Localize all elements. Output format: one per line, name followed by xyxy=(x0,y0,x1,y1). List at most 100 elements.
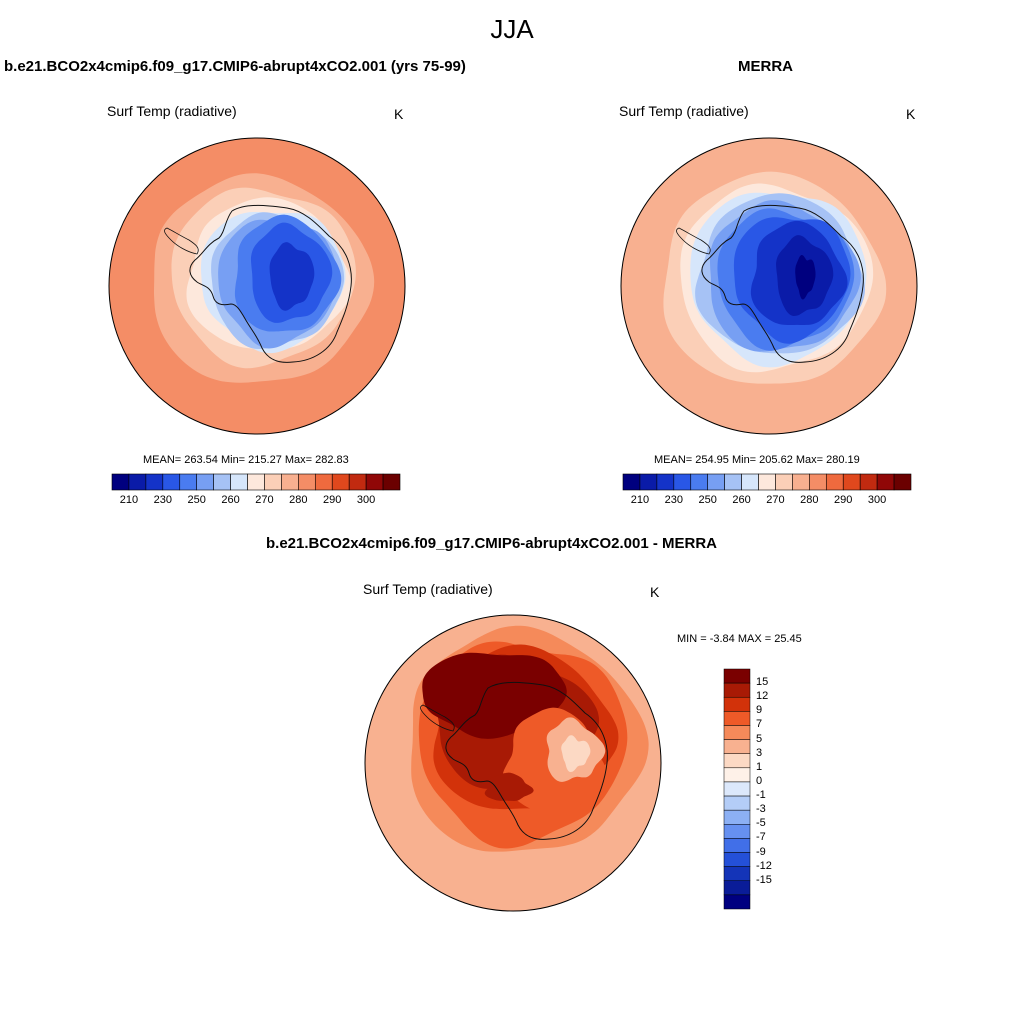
colorbar-swatch xyxy=(723,725,751,740)
colorbar-tick-label: -3 xyxy=(756,803,766,816)
colorbar-tick-label: 260 xyxy=(221,494,240,506)
colorbar-tick-label: 290 xyxy=(834,494,853,506)
colorbar-swatch xyxy=(792,473,810,491)
panel-3-map xyxy=(364,614,662,912)
colorbar-swatch xyxy=(723,753,751,769)
colorbar-tick-label: 230 xyxy=(664,494,683,506)
panel-3-units-label: K xyxy=(650,584,660,600)
colorbar-tick-label: 9 xyxy=(756,704,763,717)
colorbar-swatch xyxy=(723,824,751,839)
map-boundary xyxy=(108,137,406,435)
colorbar-swatch xyxy=(723,894,751,910)
colorbar-tick-label: 280 xyxy=(289,494,308,506)
colorbar-swatch xyxy=(723,767,751,783)
panel-1-map xyxy=(108,137,406,435)
colorbar-swatch xyxy=(876,473,895,491)
colorbar-tick-label: 270 xyxy=(255,494,274,506)
colorbar-swatch xyxy=(842,473,861,491)
panel-3-title: b.e21.BCO2x4cmip6.f09_g17.CMIP6-abrupt4x… xyxy=(266,535,717,552)
panel-3-variable-label: Surf Temp (radiative) xyxy=(363,581,493,597)
contour-fill xyxy=(795,255,816,300)
colorbar-swatch xyxy=(893,473,912,491)
colorbar-swatch xyxy=(723,809,751,825)
panel-3-colorbar xyxy=(723,668,751,910)
colorbar-swatch xyxy=(314,473,333,491)
colorbar-tick-label: -9 xyxy=(756,845,766,858)
colorbar-swatch xyxy=(673,473,692,491)
colorbar-swatch xyxy=(723,668,751,684)
coastline xyxy=(189,204,352,363)
coastline xyxy=(445,681,608,840)
colorbar-swatch xyxy=(723,795,751,811)
colorbar-swatch xyxy=(707,473,725,491)
colorbar-swatch xyxy=(723,852,751,867)
colorbar-swatch xyxy=(213,473,231,491)
colorbar-tick-label: 290 xyxy=(323,494,342,506)
colorbar-tick-label: -1 xyxy=(756,789,766,802)
colorbar-swatch xyxy=(348,473,367,491)
colorbar-swatch xyxy=(365,473,384,491)
colorbar-swatch xyxy=(741,473,759,491)
colorbar-swatch xyxy=(111,473,130,491)
contour-fill xyxy=(484,772,534,801)
panel-2-map xyxy=(620,137,918,435)
colorbar-tick-label: 250 xyxy=(187,494,206,506)
colorbar-swatch xyxy=(809,473,827,491)
coastline-peninsula xyxy=(676,227,711,255)
panel-2-units-label: K xyxy=(906,106,916,122)
colorbar-tick-label: 7 xyxy=(756,718,763,731)
colorbar-swatch xyxy=(162,473,181,491)
colorbar-tick-label: -12 xyxy=(756,859,772,872)
colorbar-swatch xyxy=(145,473,164,491)
colorbar-swatch xyxy=(723,696,751,712)
colorbar-swatch xyxy=(775,473,793,491)
panel-1-title: b.e21.BCO2x4cmip6.f09_g17.CMIP6-abrupt4x… xyxy=(4,58,466,75)
coastline-peninsula xyxy=(420,704,455,732)
colorbar-swatch xyxy=(331,473,350,491)
panel-2-title: MERRA xyxy=(738,58,793,75)
colorbar-tick-label: 1 xyxy=(756,760,763,773)
colorbar-swatch xyxy=(281,473,299,491)
panel-3-stats: MIN = -3.84 MAX = 25.45 xyxy=(677,633,802,645)
colorbar-swatch xyxy=(656,473,675,491)
figure-title: JJA xyxy=(490,14,534,44)
colorbar-tick-label: -7 xyxy=(756,831,766,844)
colorbar-swatch xyxy=(723,781,751,797)
colorbar-tick-label: 0 xyxy=(756,774,763,787)
colorbar-tick-label: 3 xyxy=(756,746,763,759)
colorbar-swatch xyxy=(723,711,751,726)
colorbar-swatch xyxy=(622,473,641,491)
panel-1-stats: MEAN= 263.54 Min= 215.27 Max= 282.83 xyxy=(143,454,349,466)
colorbar-tick-label: 280 xyxy=(800,494,819,506)
colorbar-tick-label: 12 xyxy=(756,690,769,703)
colorbar-tick-label: 300 xyxy=(867,494,887,506)
colorbar-tick-label: -15 xyxy=(756,873,772,886)
colorbar-swatch xyxy=(639,473,658,491)
colorbar-swatch xyxy=(723,880,751,896)
colorbar-swatch xyxy=(723,838,751,853)
colorbar-tick-label: 5 xyxy=(756,732,763,745)
panel-2-stats: MEAN= 254.95 Min= 205.62 Max= 280.19 xyxy=(654,454,860,466)
colorbar-swatch xyxy=(723,866,751,882)
colorbar-swatch xyxy=(690,473,709,491)
colorbar-tick-label: 230 xyxy=(153,494,172,506)
colorbar-swatch xyxy=(724,473,742,491)
colorbar-swatch xyxy=(758,473,776,491)
colorbar-tick-label: 260 xyxy=(732,494,751,506)
colorbar-swatch xyxy=(298,473,316,491)
contour-fill xyxy=(269,242,315,311)
coastline-peninsula xyxy=(164,227,199,255)
colorbar-swatch xyxy=(179,473,198,491)
panel-2-variable-label: Surf Temp (radiative) xyxy=(619,103,749,119)
panel-1-variable-label: Surf Temp (radiative) xyxy=(107,103,237,119)
map-boundary xyxy=(364,614,662,912)
panel-1-units-label: K xyxy=(394,106,404,122)
colorbar-tick-label: -5 xyxy=(756,817,766,830)
colorbar-swatch xyxy=(723,682,751,698)
colorbar-swatch xyxy=(264,473,282,491)
panel-2-colorbar xyxy=(622,473,912,491)
colorbar-swatch xyxy=(859,473,878,491)
colorbar-tick-label: 210 xyxy=(630,494,650,506)
colorbar-tick-label: 270 xyxy=(766,494,785,506)
colorbar-swatch xyxy=(825,473,844,491)
